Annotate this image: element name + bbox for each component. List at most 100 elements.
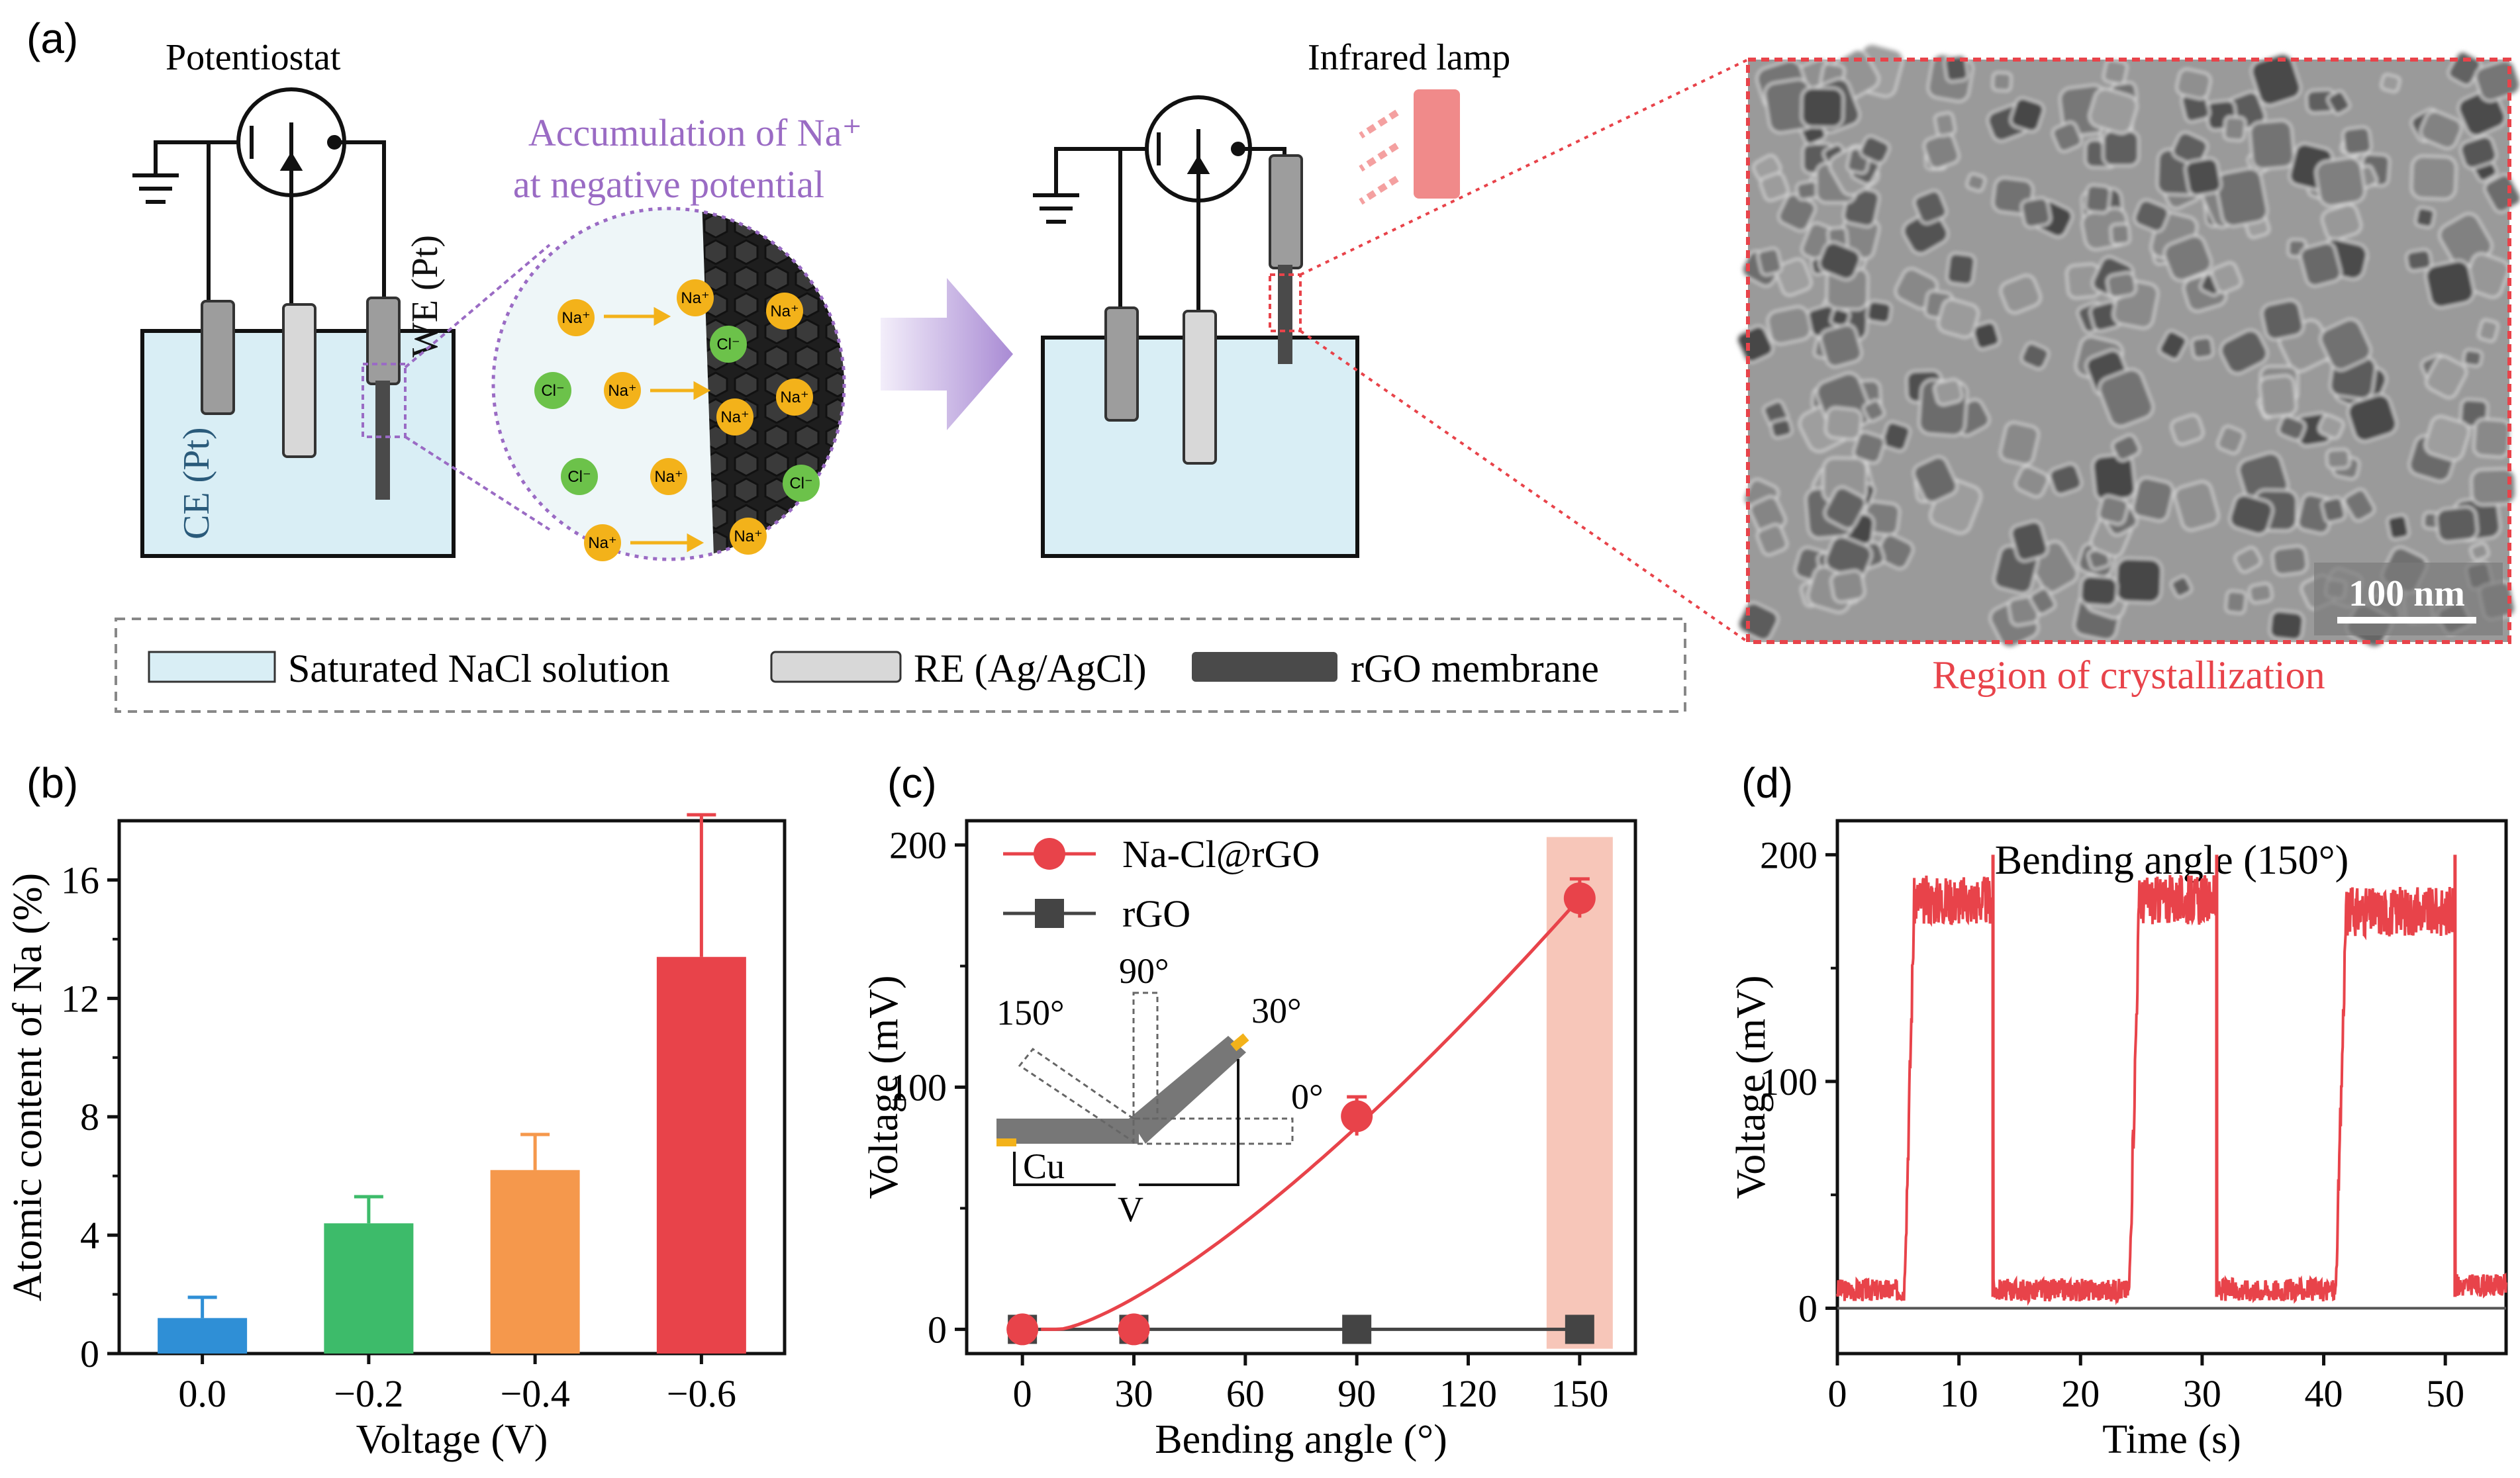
tem-particle <box>1933 378 1964 406</box>
inset-cu-right <box>1230 1033 1249 1052</box>
potentiostat-label: Potentiostat <box>166 37 341 78</box>
series-fit-nacl <box>1041 901 1578 1331</box>
tem-particle <box>1756 523 1788 557</box>
y-tick-label: 16 <box>61 858 99 901</box>
tem-particle <box>2091 453 2137 502</box>
tem-particle <box>1943 54 1969 83</box>
tem-particle <box>2419 110 2463 150</box>
reference-electrode <box>282 303 316 458</box>
tem-particle <box>2277 414 2306 441</box>
tem-particle <box>2106 271 2137 299</box>
tem-particle <box>2020 342 2050 370</box>
inset-wire-right <box>1139 1059 1239 1186</box>
tem-particle <box>1933 111 1957 137</box>
tem-particle <box>2223 115 2247 142</box>
infrared-lamp <box>1414 89 1460 199</box>
tem-particle <box>2268 609 2305 641</box>
tem-particle <box>2435 505 2479 543</box>
inset-strip <box>996 1119 1139 1144</box>
potentiostat-symbol-2 <box>1033 95 1286 311</box>
process-arrow <box>881 278 1013 430</box>
tem-particle <box>1972 320 2001 351</box>
chart-d: 0 100 200 0 10 20 30 40 50 Time (s) Voltage (mV) Be… <box>1729 819 2508 1462</box>
x-tick-label: 50 <box>2426 1372 2464 1415</box>
tem-particle <box>2470 467 2517 506</box>
tem-particle <box>1999 274 2042 314</box>
x-tick-label: 20 <box>2061 1372 2100 1415</box>
tem-particle <box>2171 131 2209 167</box>
tem-particle <box>2459 135 2497 170</box>
rgo-membrane-right <box>1278 265 1292 364</box>
x-tick-label: 90 <box>1337 1372 1376 1415</box>
tem-particle <box>2170 414 2205 446</box>
inset-cu-label: Cu <box>1023 1146 1065 1186</box>
y-tick-label: 0 <box>928 1308 947 1351</box>
tem-particle <box>2210 261 2243 294</box>
tem-particle <box>2341 126 2372 156</box>
tem-particle <box>2317 414 2345 439</box>
ion-na: Na⁺ <box>770 302 799 320</box>
ion-cl: Cl⁻ <box>716 336 740 353</box>
x-tick-label: 10 <box>1940 1372 1978 1415</box>
tem-particle <box>2010 520 2049 563</box>
y-axis-label: Voltage (mV) <box>1729 975 1774 1199</box>
inset-strip-bent <box>1129 1036 1246 1144</box>
tem-particle <box>2386 514 2410 541</box>
tem-particle <box>2029 587 2057 616</box>
tem-particle <box>1817 241 1862 281</box>
magnified-interface: Na⁺ Na⁺ Na⁺ Cl⁻ Cl⁻ Na⁺ Na⁺ Na⁺ Cl⁻ Na⁺ … <box>491 207 846 561</box>
tem-particle <box>2405 248 2433 272</box>
y-axis-label: Voltage (mV) <box>861 975 906 1199</box>
tem-particle <box>2102 130 2140 167</box>
tem-particle <box>1829 569 1866 604</box>
tem-particle <box>2327 89 2351 115</box>
chart-b: 0 4 8 12 16 0.0 −0.2 −0.4 −0.6 Voltage (V) Atomic … <box>5 813 787 1462</box>
ion-na: Na⁺ <box>654 468 683 486</box>
tem-particle <box>2249 119 2296 171</box>
tem-particle <box>2319 318 2372 371</box>
tem-particle <box>1999 421 2040 466</box>
tem-particle <box>2014 465 2049 498</box>
marker-nacl <box>1563 882 1596 915</box>
tem-particle <box>1800 86 1845 128</box>
tem-particle <box>2321 496 2347 524</box>
x-tick-label: −0.4 <box>501 1372 570 1415</box>
legend-label: Na-Cl@rGO <box>1122 833 1320 876</box>
tem-particle <box>1912 455 1958 504</box>
plot-frame <box>1835 819 2508 1356</box>
tem-particle <box>2425 259 2475 309</box>
tem-particle <box>2425 355 2468 399</box>
ion-na: Na⁺ <box>720 408 749 426</box>
y-tick-label: 0 <box>1798 1287 1817 1330</box>
tem-particle <box>2343 488 2376 522</box>
x-tick-label: 60 <box>1226 1372 1265 1415</box>
chart-c: 0 100 200 0 30 60 90 120 150 Bending angle (°) Vol… <box>861 819 1637 1462</box>
y-axis-label: Atomic content of Na (%) <box>5 873 50 1301</box>
panel-a-label: (a) <box>26 15 78 62</box>
legend-marker <box>1035 899 1064 928</box>
tem-particle <box>2190 336 2214 360</box>
tem-particle <box>2315 156 2366 207</box>
inset-angle: 90° <box>1119 951 1169 991</box>
tem-particle <box>2233 546 2262 573</box>
tem-particle <box>2219 329 2269 375</box>
x-tick-label: 30 <box>1115 1372 1153 1415</box>
tem-particle <box>2088 87 2139 135</box>
tem-particle <box>1923 132 1961 170</box>
legend-rgo: rGO membrane <box>1351 647 1599 690</box>
tem-particle <box>1902 210 1949 255</box>
tem-particle <box>2109 222 2131 246</box>
tem-particle <box>2098 368 2155 428</box>
y-tick-label: 100 <box>889 1066 947 1109</box>
tem-particle <box>2299 242 2343 287</box>
y-tick-label: 0 <box>80 1332 99 1375</box>
tem-particle <box>1991 71 2013 92</box>
tem-particle <box>2472 418 2511 459</box>
tem-image: 100 nm <box>1736 44 2520 649</box>
x-axis-label: Time (s) <box>2102 1417 2241 1462</box>
tem-particle <box>2424 415 2470 461</box>
x-tick-label: −0.2 <box>334 1372 403 1415</box>
x-tick-label: 120 <box>1439 1372 1497 1415</box>
tem-particle <box>1824 406 1863 441</box>
tem-particle <box>1759 172 1790 202</box>
